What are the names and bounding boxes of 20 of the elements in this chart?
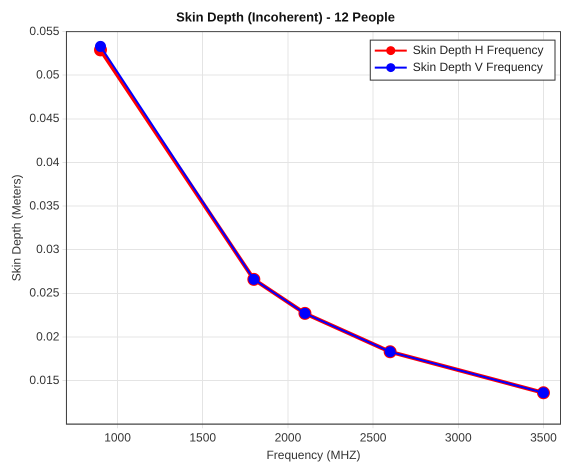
x-tick-label: 2500 bbox=[360, 430, 387, 445]
y-tick-label: 0.05 bbox=[36, 68, 60, 82]
legend-label: Skin Depth H Frequency bbox=[412, 42, 544, 57]
chart-title: Skin Depth (Incoherent) - 12 People bbox=[176, 9, 395, 24]
y-tick-label: 0.015 bbox=[29, 372, 60, 387]
y-tick-label: 0.025 bbox=[29, 286, 60, 300]
y-axis-title: Skin Depth (Meters) bbox=[10, 174, 24, 282]
y-tick-label: 0.02 bbox=[36, 329, 60, 344]
x-tick-label: 3000 bbox=[444, 430, 472, 445]
x-tick-label: 2000 bbox=[274, 430, 302, 445]
x-tick-label: 1500 bbox=[189, 430, 216, 445]
y-tick-label: 0.04 bbox=[36, 154, 60, 169]
legend-label: Skin Depth V Frequency bbox=[412, 60, 543, 74]
x-tick-label: 1000 bbox=[104, 430, 132, 445]
y-tick-label: 0.03 bbox=[36, 242, 60, 256]
y-tick-label: 0.045 bbox=[29, 111, 60, 126]
x-axis-title: Frequency (MHZ) bbox=[266, 448, 360, 462]
x-tick-label: 3500 bbox=[530, 430, 558, 445]
y-tick-label: 0.055 bbox=[29, 24, 60, 38]
y-tick-label: 0.035 bbox=[29, 198, 60, 212]
